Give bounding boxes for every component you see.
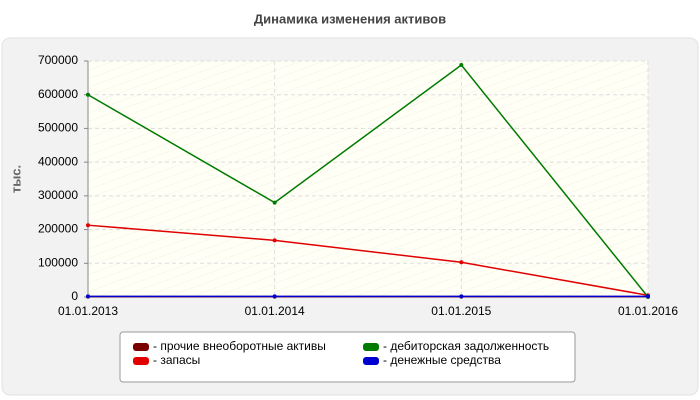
x-tick-label: 01.01.2015	[431, 304, 491, 318]
legend-label: - дебиторская задолженность	[383, 339, 549, 353]
legend-swatch	[133, 357, 149, 365]
series-line	[87, 224, 649, 297]
legend-label: - прочие внеоборотные активы	[153, 339, 326, 353]
y-tick-label: 300000	[38, 188, 78, 202]
x-tick-label: 01.01.2014	[245, 304, 305, 318]
point-marker	[86, 223, 90, 228]
point-marker	[459, 260, 464, 265]
legend	[119, 331, 576, 383]
legend-swatch	[133, 343, 149, 351]
y-axis-label: тыс.	[8, 165, 23, 193]
plot-hatch	[88, 61, 648, 297]
y-tick-label: 200000	[38, 222, 78, 236]
point-marker	[459, 294, 464, 299]
point-marker	[272, 294, 277, 299]
point-marker	[272, 200, 277, 205]
point-marker	[272, 238, 277, 243]
chart-title: Динамика изменения активов	[254, 11, 446, 26]
point-marker	[86, 294, 90, 299]
point-marker	[646, 294, 650, 299]
legend-label: - запасы	[153, 353, 200, 367]
x-tick-label: 01.01.2013	[58, 304, 118, 318]
point-marker	[459, 63, 464, 68]
y-tick-label: 100000	[38, 255, 78, 269]
y-tick-label: 700000	[38, 53, 78, 67]
y-tick-label: 600000	[38, 87, 78, 101]
legend-label: - денежные средства	[383, 353, 501, 367]
series-line	[87, 64, 649, 298]
y-tick-label: 500000	[38, 121, 78, 135]
legend-swatch	[363, 357, 379, 365]
y-tick-label: 0	[71, 289, 78, 303]
x-tick-label: 01.01.2016	[618, 304, 678, 318]
y-tick-label: 400000	[38, 154, 78, 168]
legend-swatch	[363, 343, 379, 351]
point-marker	[86, 92, 90, 97]
